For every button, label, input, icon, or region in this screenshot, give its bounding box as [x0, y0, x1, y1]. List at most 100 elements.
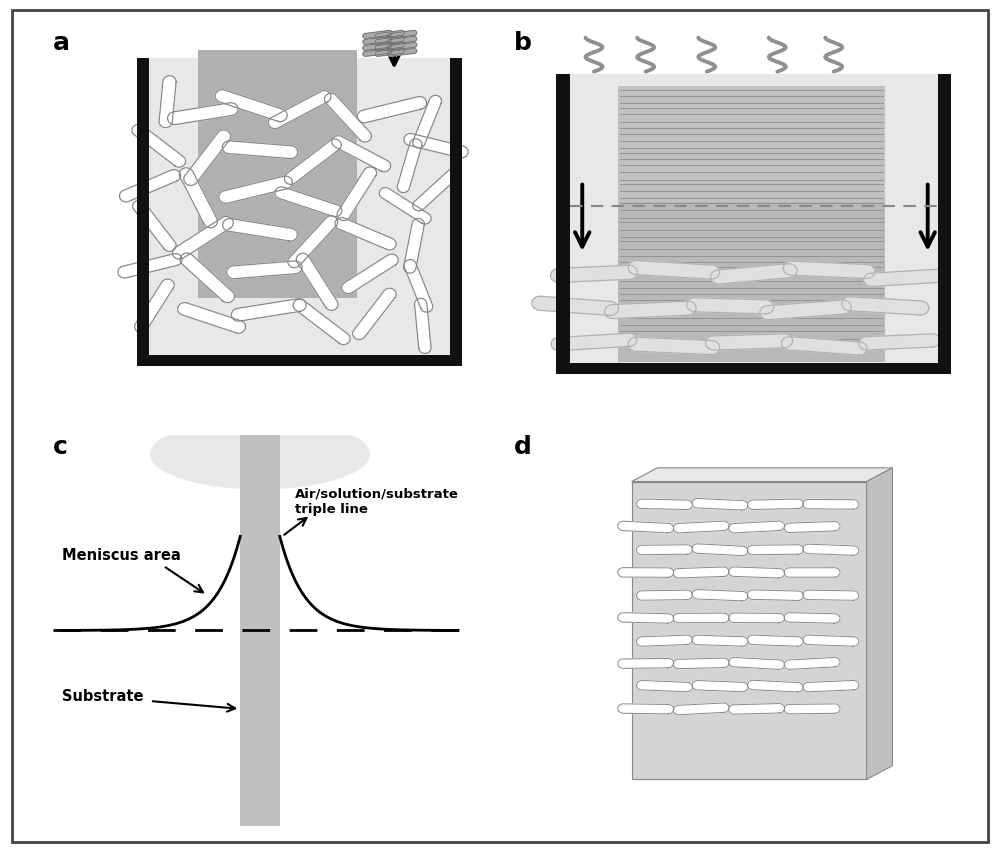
Bar [618, 202, 885, 362]
Polygon shape [673, 521, 729, 532]
Polygon shape [632, 468, 892, 481]
Polygon shape [404, 218, 424, 273]
Polygon shape [215, 89, 287, 122]
Text: Meniscus area: Meniscus area [62, 548, 181, 563]
Polygon shape [859, 334, 940, 350]
Polygon shape [268, 90, 331, 129]
Polygon shape [760, 300, 851, 320]
Polygon shape [363, 31, 392, 38]
Bar [137, 58, 149, 366]
Polygon shape [637, 544, 692, 555]
Polygon shape [219, 176, 292, 204]
Polygon shape [784, 613, 840, 623]
Polygon shape [711, 264, 797, 284]
Polygon shape [397, 139, 422, 193]
Polygon shape [803, 635, 859, 646]
Polygon shape [605, 302, 696, 319]
Text: Air/solution/substrate
triple line: Air/solution/substrate triple line [295, 488, 459, 516]
Polygon shape [388, 43, 417, 50]
Polygon shape [673, 703, 729, 715]
Bar [556, 73, 570, 374]
Polygon shape [388, 49, 417, 56]
Polygon shape [673, 567, 729, 578]
Polygon shape [133, 200, 176, 251]
Polygon shape [864, 269, 945, 286]
Polygon shape [363, 49, 392, 56]
Polygon shape [337, 167, 377, 221]
Text: c: c [53, 435, 68, 459]
Polygon shape [729, 704, 785, 714]
Polygon shape [692, 590, 748, 601]
Polygon shape [551, 265, 637, 282]
Polygon shape [404, 134, 468, 158]
Polygon shape [673, 613, 729, 623]
Polygon shape [781, 337, 867, 355]
Polygon shape [632, 481, 867, 780]
Polygon shape [692, 498, 748, 510]
Polygon shape [618, 659, 674, 668]
Bar [938, 73, 951, 374]
Polygon shape [783, 262, 875, 279]
Polygon shape [413, 169, 459, 211]
Polygon shape [784, 704, 840, 714]
Polygon shape [375, 31, 404, 38]
Polygon shape [803, 544, 859, 556]
Polygon shape [628, 337, 720, 354]
Polygon shape [673, 658, 729, 669]
Polygon shape [179, 168, 218, 227]
Text: b: b [514, 31, 532, 55]
Polygon shape [324, 93, 372, 142]
Polygon shape [729, 613, 785, 623]
Bar [556, 363, 951, 374]
Polygon shape [404, 260, 433, 312]
Polygon shape [288, 216, 338, 268]
Polygon shape [747, 499, 803, 509]
Polygon shape [178, 302, 245, 333]
Polygon shape [375, 43, 404, 50]
Polygon shape [293, 299, 350, 344]
Polygon shape [363, 43, 392, 50]
Polygon shape [296, 253, 338, 310]
Ellipse shape [150, 419, 370, 489]
Polygon shape [135, 279, 174, 332]
Polygon shape [692, 681, 748, 692]
Polygon shape [784, 521, 840, 532]
Polygon shape [118, 254, 182, 278]
Polygon shape [692, 544, 748, 556]
Polygon shape [747, 590, 803, 601]
Polygon shape [729, 658, 785, 670]
Polygon shape [551, 333, 637, 350]
Polygon shape [342, 254, 398, 294]
Text: Substrate: Substrate [62, 689, 144, 704]
Polygon shape [532, 296, 619, 315]
Polygon shape [284, 139, 341, 184]
Polygon shape [637, 590, 692, 600]
Bar [618, 86, 885, 206]
Polygon shape [618, 521, 674, 532]
Polygon shape [628, 261, 720, 279]
Polygon shape [729, 567, 785, 578]
Polygon shape [172, 216, 233, 259]
Polygon shape [637, 499, 692, 509]
Polygon shape [353, 288, 396, 340]
Polygon shape [747, 544, 803, 555]
Polygon shape [618, 613, 674, 623]
Polygon shape [842, 296, 929, 315]
Bar [240, 415, 280, 826]
Bar [450, 58, 462, 366]
Polygon shape [747, 635, 803, 646]
Polygon shape [637, 681, 692, 692]
Polygon shape [379, 187, 431, 224]
Polygon shape [222, 141, 298, 158]
Polygon shape [132, 124, 186, 167]
Polygon shape [618, 567, 674, 578]
Polygon shape [227, 261, 302, 279]
Polygon shape [375, 49, 404, 56]
Polygon shape [784, 567, 840, 577]
Bar [570, 73, 938, 363]
Polygon shape [363, 37, 392, 44]
Bar [137, 354, 462, 366]
Polygon shape [867, 468, 892, 780]
Polygon shape [231, 298, 306, 321]
Polygon shape [168, 103, 238, 124]
